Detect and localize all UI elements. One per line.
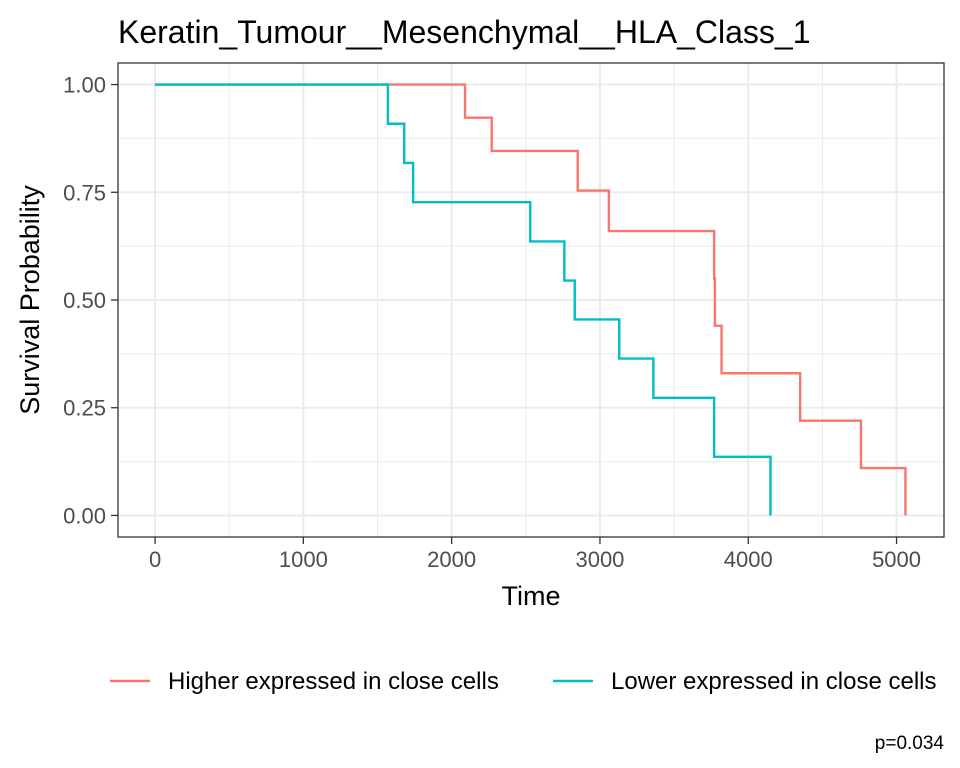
legend-label-higher: Higher expressed in close cells [168,668,499,695]
y-tick-label: 0.75 [63,180,106,205]
y-tick-label: 0.50 [63,288,106,313]
y-axis-title: Survival Probability [15,185,45,415]
y-tick-label: 0.00 [63,503,106,528]
p-value-annotation: p=0.034 [875,733,945,754]
x-tick-label: 5000 [872,547,921,572]
legend: Higher expressed in close cells Lower exp… [110,668,937,695]
x-axis-title: Time [502,581,561,611]
y-tick-label: 1.00 [63,73,106,98]
survival-curve-higher [155,83,907,516]
survival-curve-lower [155,83,772,516]
x-tick-label: 1000 [279,547,328,572]
legend-label-lower: Lower expressed in close cells [611,668,937,695]
series-layer [155,83,907,516]
y-tick-label: 0.25 [63,396,106,421]
x-axis: 0 1000 2000 3000 4000 5000 [149,537,921,572]
x-tick-label: 0 [149,547,161,572]
x-tick-label: 3000 [575,547,624,572]
y-axis: 0.00 0.25 0.50 0.75 1.00 [63,73,118,528]
x-tick-label: 4000 [724,547,773,572]
x-tick-label: 2000 [427,547,476,572]
grid-layer [118,63,944,537]
chart-title: Keratin_Tumour__Mesenchymal__HLA_Class_1 [118,14,811,50]
